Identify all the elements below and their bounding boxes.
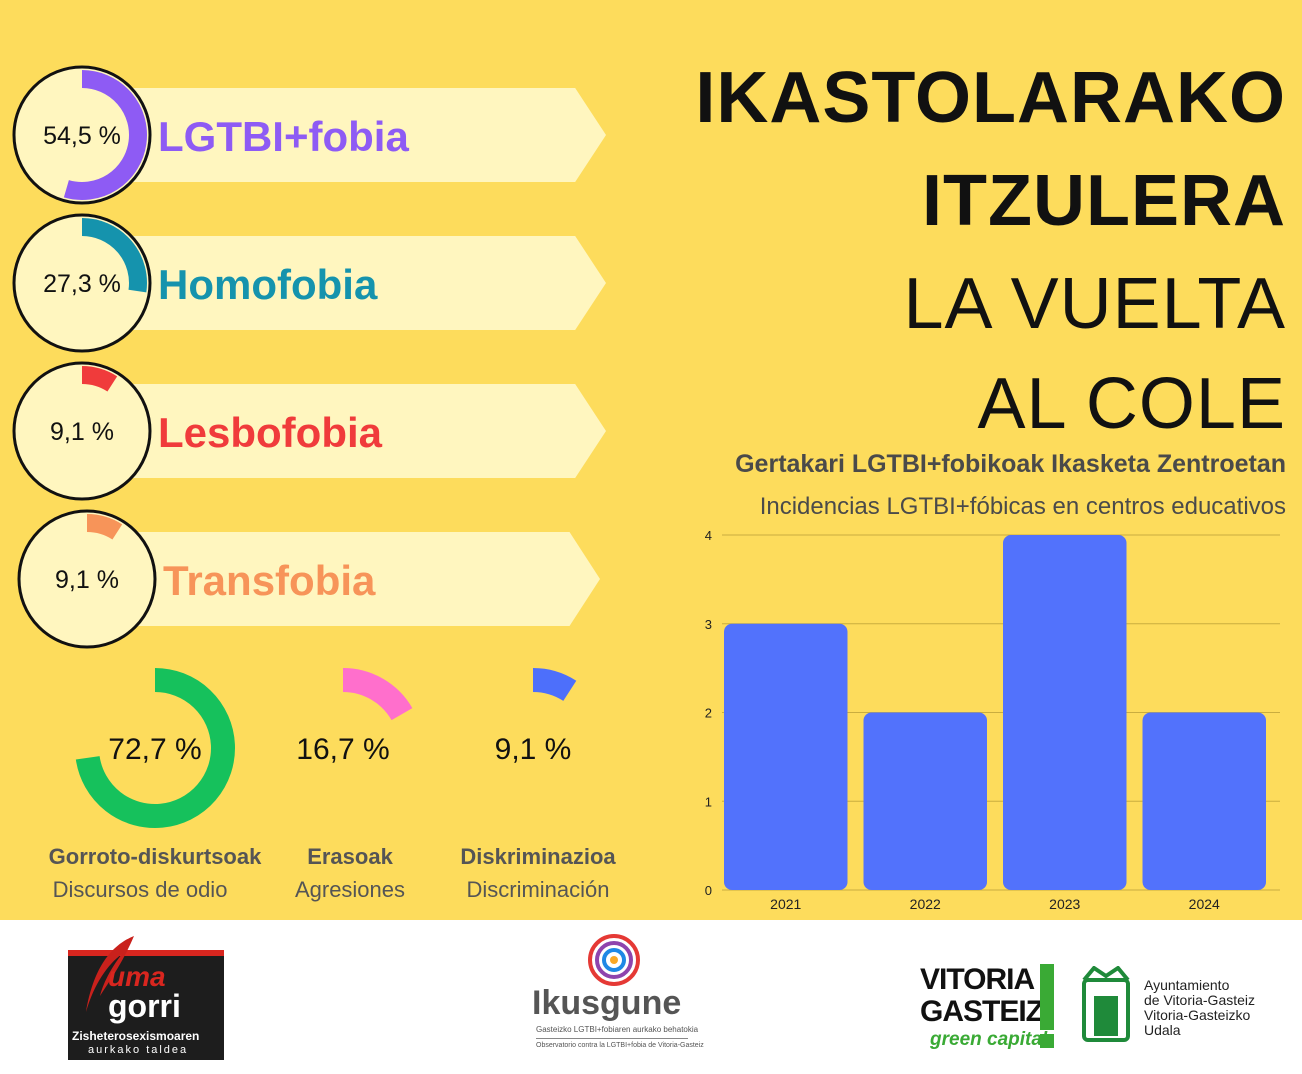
bar-chart: 0 1 2 3 4 2021 2022 2023 2024 [705, 528, 1280, 912]
title-line-4: AL COLE [977, 364, 1286, 444]
type-ring-2: 9,1 % [495, 668, 577, 766]
incident-type-rings: 72,7 % 16,7 % 9,1 % [75, 668, 577, 828]
phobia-band-homo [92, 236, 606, 330]
bar-2023 [1003, 535, 1127, 890]
type-ring-arc [75, 668, 235, 828]
title-line-3: LA VUELTA [903, 264, 1286, 344]
bar-2022 [863, 712, 987, 890]
vg-line-1: VITORIA [920, 963, 1035, 996]
x-tick-label: 2021 [770, 896, 801, 912]
phobia-ring-arc [86, 514, 123, 540]
ayto-line-2: de Vitoria-Gasteiz [1144, 992, 1256, 1008]
y-tick-label: 2 [705, 706, 712, 721]
chart-title-eu: Gertakari LGTBI+fobikoak Ikasketa Zentro… [735, 450, 1286, 478]
y-tick-label: 0 [705, 883, 712, 898]
uma-sub-1: Zisheterosexismoaren [72, 1029, 200, 1043]
vg-line-3: green capital [930, 1029, 1048, 1050]
type-ring-arc [532, 668, 577, 702]
infographic-poster: 54,5 % 27,3 % 9,1 % 9,1 % LGTBI+fobia Homof… [0, 0, 1302, 920]
type-percent: 72,7 % [108, 733, 201, 766]
title-line-1: IKASTOLARAKO [695, 58, 1286, 138]
phobia-label-lesbo: Lesbofobia [158, 409, 383, 456]
phobia-percent: 54,5 % [43, 122, 121, 150]
uma-top-text: uma [108, 961, 166, 992]
phobia-ring-arc [81, 218, 147, 293]
ayto-line-3: Vitoria-Gasteizko [1144, 1007, 1251, 1023]
type-ring-arc [342, 668, 413, 721]
phobia-ring-2: 9,1 % [12, 361, 152, 501]
footer-logos: uma gorri Zisheterosexismoaren aurkako t… [0, 920, 1302, 1074]
ayto-line-4: Udala [1144, 1022, 1181, 1038]
type-label-es-aggr: Agresiones [294, 877, 406, 902]
vg-exclamation-dot [1040, 1034, 1054, 1048]
type-percent: 16,7 % [296, 733, 389, 766]
phobia-label-lgtbi: LGTBI+fobia [158, 113, 409, 160]
phobia-ring-0: 54,5 % [12, 65, 152, 205]
phobia-ring-arc [81, 366, 118, 392]
phobia-rings: 54,5 % 27,3 % 9,1 % 9,1 % [12, 65, 157, 649]
phobia-ring-arc [63, 70, 147, 200]
phobia-band-lesbo [92, 384, 606, 478]
phobia-percent: 27,3 % [43, 270, 121, 298]
feather-icon [86, 936, 134, 1012]
phobia-label-trans: Transfobia [163, 557, 376, 604]
vg-line-2: GASTEIZ [920, 995, 1044, 1028]
y-tick-label: 3 [705, 617, 712, 632]
y-tick-label: 1 [705, 794, 712, 809]
type-ring-1: 16,7 % [296, 668, 413, 766]
vg-exclamation-icon [1040, 964, 1054, 1030]
type-label-es-hate: Discursos de odio [52, 877, 228, 902]
phobia-label-homo: Homofobia [158, 261, 378, 308]
x-tick-label: 2022 [910, 896, 941, 912]
uma-bottom-text: gorri [108, 988, 181, 1024]
type-label-eu-aggr: Erasoak [307, 844, 393, 869]
ikusgune-name: Ikusgune [532, 984, 682, 1022]
uma-gorri-logo: uma gorri Zisheterosexismoaren aurkako t… [68, 936, 224, 1060]
phobia-percent: 9,1 % [50, 418, 114, 446]
type-label-es-disc: Discriminación [466, 877, 610, 902]
ikusgune-divider [536, 1038, 688, 1039]
y-tick-label: 4 [705, 528, 712, 543]
bar-2021 [724, 623, 848, 890]
uma-sub-2: aurkako taldea [88, 1044, 189, 1056]
x-tick-label: 2024 [1189, 896, 1220, 912]
ikusgune-sub-2: Observatorio contra la LGTBI+fobia de Vi… [536, 1042, 704, 1049]
phobia-ring-3: 9,1 % [17, 509, 157, 649]
phobia-ring-base [17, 509, 157, 649]
type-label-eu-disc: Diskriminazioa [460, 844, 616, 869]
phobia-ring-1: 27,3 % [12, 213, 152, 353]
ikusgune-sub-1: Gasteizko LGTBI+fobiaren aurkako behatok… [536, 1025, 699, 1034]
title-line-2: ITZULERA [922, 161, 1286, 241]
x-tick-label: 2023 [1049, 896, 1080, 912]
ayto-line-1: Ayuntamiento [1144, 977, 1230, 993]
ikusgune-spiral-icon [588, 934, 640, 986]
type-label-eu-hate: Gorroto-diskurtsoak [48, 844, 262, 869]
phobia-band-trans [92, 532, 600, 626]
bar-2024 [1142, 712, 1266, 890]
phobia-ring-base [12, 361, 152, 501]
type-percent: 9,1 % [495, 733, 572, 766]
phobia-band-lgtbi [92, 88, 606, 182]
type-ring-0: 72,7 % [75, 668, 235, 828]
chart-title-es: Incidencias LGTBI+fóbicas en centros edu… [759, 493, 1286, 520]
phobia-percent: 9,1 % [55, 566, 119, 594]
city-crest-icon [1082, 966, 1130, 1042]
